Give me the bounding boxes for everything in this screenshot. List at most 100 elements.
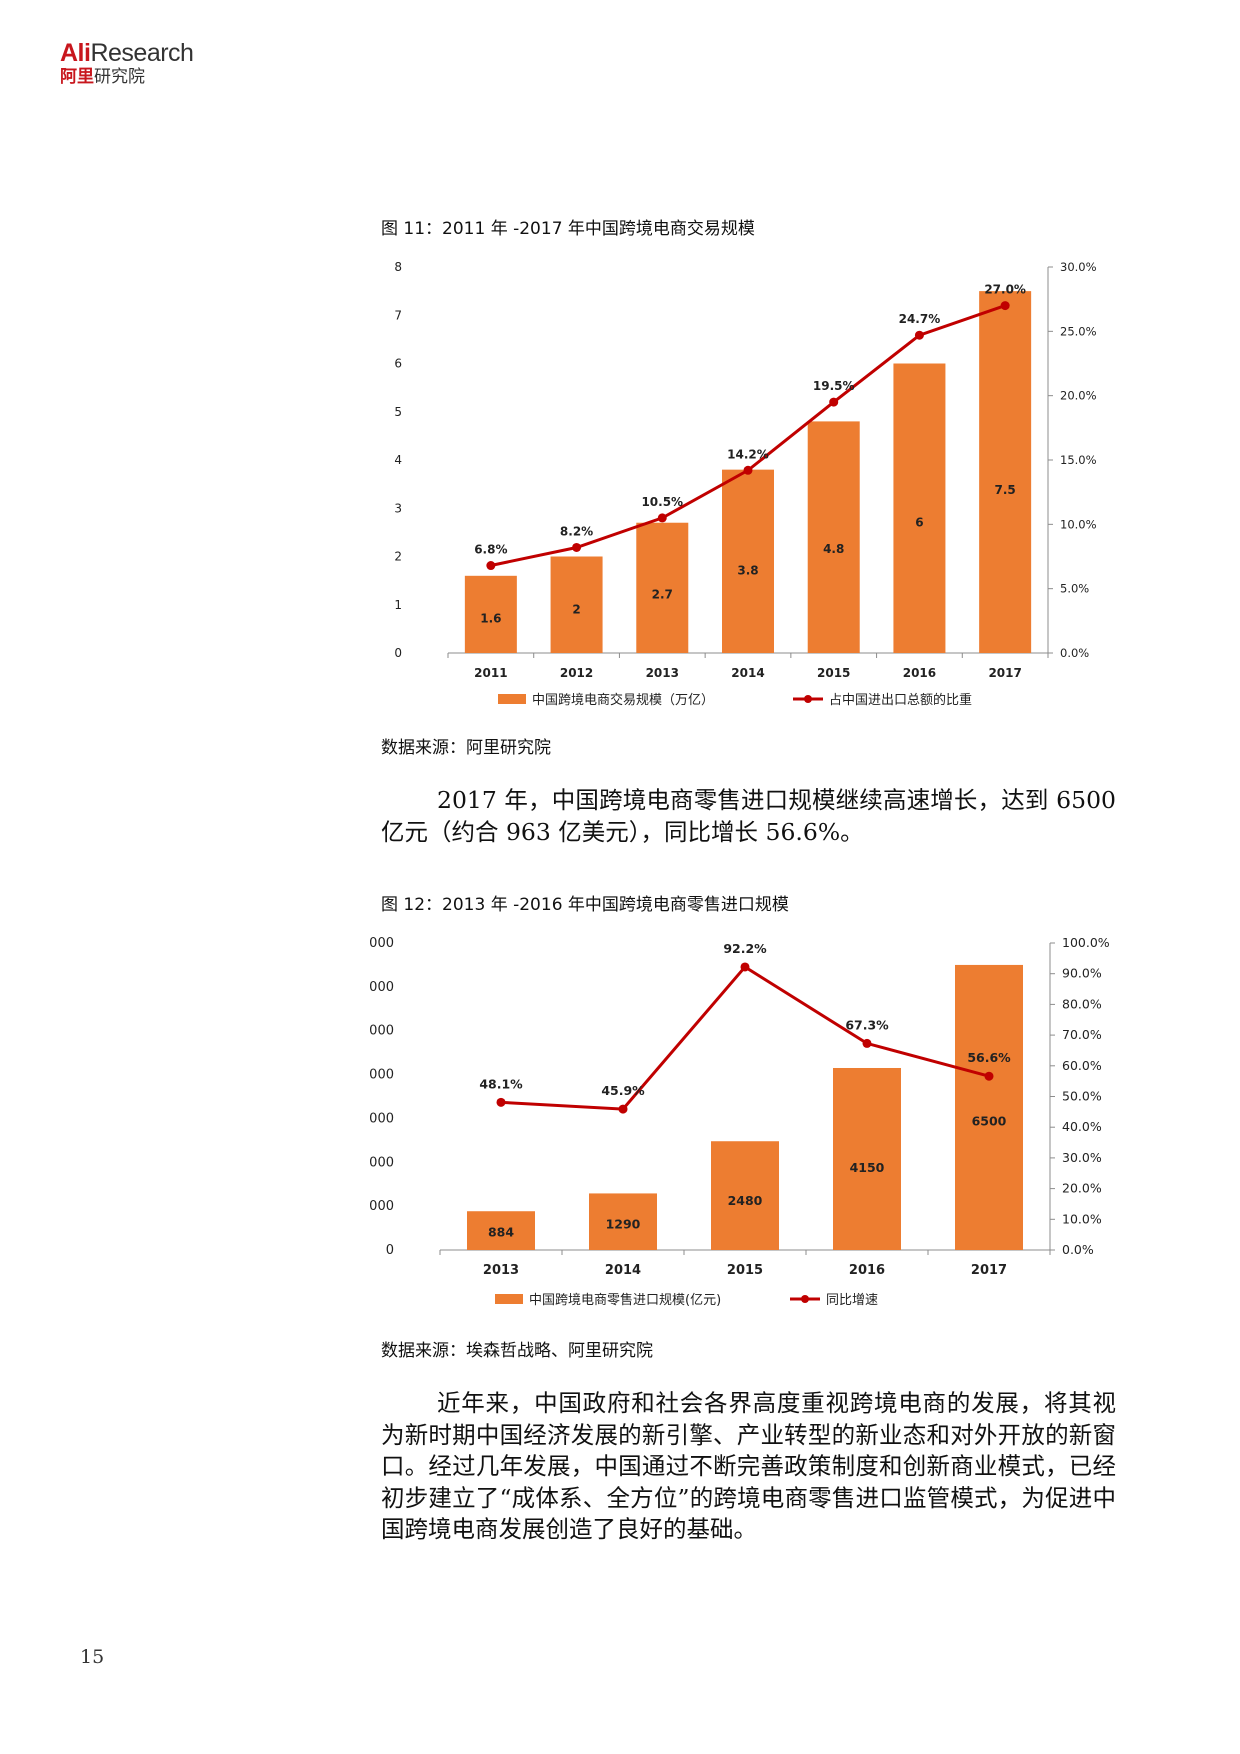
logo-cn-gray: 研究院 — [94, 67, 145, 87]
bar-value-label: 3.8 — [737, 563, 758, 577]
y2-tick-label: 0.0% — [1062, 1242, 1094, 1257]
bar — [979, 291, 1032, 653]
line-value-label: 92.2% — [723, 941, 767, 956]
legend-line-marker — [804, 695, 812, 703]
line-value-label: 24.7% — [899, 312, 941, 326]
y-tick-label: 2000 — [370, 1155, 394, 1170]
x-tick-label: 2012 — [560, 666, 593, 680]
y2-tick-label: 50.0% — [1062, 1089, 1102, 1104]
y-tick-label: 3 — [394, 501, 402, 515]
y2-tick-label: 5.0% — [1060, 582, 1089, 596]
line-value-label: 45.9% — [601, 1083, 645, 1098]
line-value-label: 19.5% — [813, 379, 855, 393]
line-point — [1000, 301, 1010, 311]
line-point — [984, 1071, 994, 1081]
line-value-label: 14.2% — [727, 447, 769, 461]
bar — [550, 556, 603, 653]
figure-1-title: 图 11：2011 年 -2017 年中国跨境电商交易规模 — [381, 219, 755, 239]
bar-value-label: 6500 — [972, 1114, 1007, 1129]
bar — [807, 421, 860, 653]
y2-tick-label: 90.0% — [1062, 966, 1102, 981]
y2-tick-label: 70.0% — [1062, 1027, 1102, 1042]
line-value-label: 6.8% — [474, 543, 507, 557]
line-point — [618, 1104, 628, 1114]
line-value-label: 8.2% — [560, 524, 593, 538]
bar-value-label: 2 — [572, 603, 580, 617]
line-point — [914, 330, 924, 340]
y-tick-label: 0 — [394, 646, 402, 660]
y-tick-label: 2 — [394, 550, 402, 564]
x-tick-label: 2015 — [817, 666, 850, 680]
figure-2-source: 数据来源：埃森哲战略、阿里研究院 — [381, 1341, 653, 1361]
x-tick-label: 2017 — [988, 666, 1021, 680]
y2-tick-label: 80.0% — [1062, 996, 1102, 1011]
bar — [833, 1067, 901, 1250]
legend-line-label: 同比增速 — [826, 1293, 878, 1308]
y2-tick-label: 40.0% — [1062, 1119, 1102, 1134]
bar-value-label: 4.8 — [823, 542, 844, 556]
y-tick-label: 4 — [394, 453, 402, 467]
line-point — [657, 513, 667, 523]
y2-tick-label: 0.0% — [1060, 646, 1089, 660]
bar — [636, 522, 689, 653]
y2-tick-label: 30.0% — [1060, 260, 1097, 274]
bar — [711, 1141, 779, 1250]
figure-1-source: 数据来源：阿里研究院 — [381, 738, 551, 758]
line-point — [486, 561, 496, 571]
legend-bar-label: 中国跨境电商交易规模（万亿） — [532, 692, 714, 708]
line-value-label: 27.0% — [984, 283, 1026, 297]
line-value-label: 67.3% — [845, 1017, 889, 1032]
y-tick-label: 1000 — [370, 1199, 394, 1214]
bar-value-label: 6 — [915, 516, 923, 530]
line-point — [496, 1097, 506, 1107]
line-value-label: 56.6% — [967, 1050, 1011, 1065]
bar-value-label: 4150 — [850, 1160, 885, 1175]
line-point — [743, 465, 753, 475]
logo-ali: Ali — [60, 39, 91, 67]
legend-bar-label: 中国跨境电商零售进口规模(亿元) — [529, 1292, 721, 1308]
chart-2: 0 1000 2000 3000 4000 5000 6000 7000 0.0% 10.0% 20… — [370, 935, 1110, 1308]
y2-tick-label: 30.0% — [1062, 1150, 1102, 1165]
y2-tick-label: 10.0% — [1062, 1211, 1102, 1226]
logo-chinese: 阿里研究院 — [60, 67, 193, 87]
bar — [955, 964, 1023, 1250]
y2-tick-label: 15.0% — [1060, 453, 1097, 467]
y2-tick-label: 20.0% — [1060, 389, 1097, 403]
y2-tick-label: 25.0% — [1060, 324, 1097, 338]
bar — [893, 363, 946, 653]
chart-1: 0 1 2 3 4 5 6 7 8 0.0% 5.0% 10.0% 15.0% 20.0% 25.0% 30.… — [394, 260, 1097, 708]
y-tick-label: 6 — [394, 357, 402, 371]
line-point — [740, 962, 750, 972]
line-point — [862, 1038, 872, 1048]
bar-value-label: 7.5 — [995, 483, 1016, 497]
y-tick-label: 8 — [394, 260, 402, 274]
x-tick-label: 2016 — [849, 1263, 885, 1278]
legend-line-label: 占中国进出口总额的比重 — [829, 692, 972, 708]
y-tick-label: 0 — [386, 1243, 394, 1258]
logo-research: Research — [90, 39, 194, 67]
aliresearch-logo: AliResearch 阿里研究院 — [60, 39, 194, 87]
figure-2-title: 图 12：2013 年 -2016 年中国跨境电商零售进口规模 — [381, 895, 789, 915]
y-tick-label: 7000 — [370, 936, 394, 951]
bar-value-label: 1.6 — [480, 611, 501, 625]
y-tick-label: 6000 — [370, 980, 394, 995]
logo-wordmark: AliResearch — [60, 39, 194, 67]
y2-tick-label: 100.0% — [1062, 935, 1110, 950]
bar — [464, 575, 517, 653]
paragraph-1: 2017 年，中国跨境电商零售进口规模继续高速增长，达到 6500 亿元（约合 … — [381, 786, 1116, 846]
x-tick-label: 2017 — [971, 1263, 1007, 1278]
y-tick-label: 4000 — [370, 1068, 394, 1083]
logo-cn-red: 阿里 — [60, 67, 94, 87]
x-tick-label: 2015 — [727, 1263, 763, 1278]
y2-tick-label: 60.0% — [1062, 1058, 1102, 1073]
bar-value-label: 1290 — [606, 1217, 641, 1232]
page-number: 15 — [80, 1646, 105, 1668]
line-point — [572, 542, 582, 552]
bar — [589, 1193, 657, 1250]
x-tick-label: 2014 — [605, 1263, 641, 1278]
paragraph-2: 近年来，中国政府和社会各界高度重视跨境电商的发展，将其视为新时期中国经济发展的新… — [381, 1389, 1116, 1543]
line-point — [829, 397, 839, 407]
legend-line-marker — [801, 1295, 809, 1303]
x-tick-label: 2013 — [483, 1263, 519, 1278]
y-tick-label: 7 — [394, 308, 402, 322]
